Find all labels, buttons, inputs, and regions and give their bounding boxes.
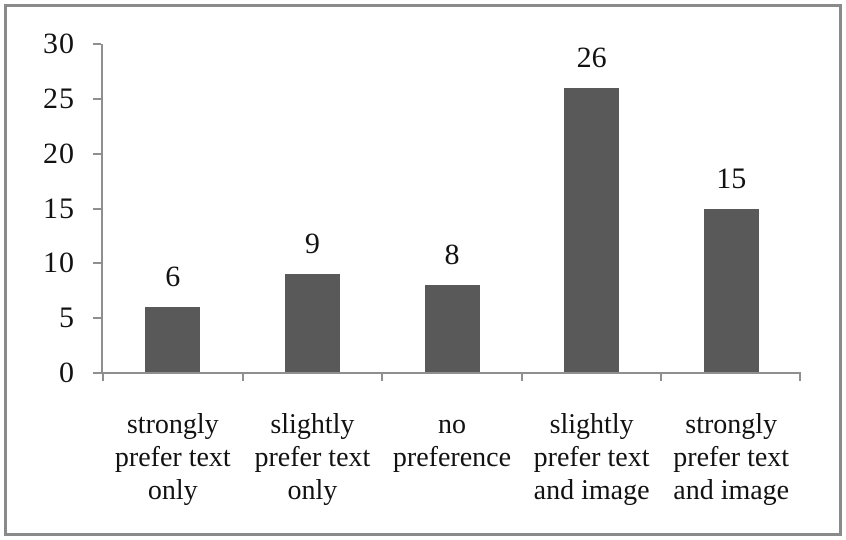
y-tick-mark (93, 97, 101, 100)
y-tick-mark (93, 152, 101, 155)
x-tick-mark (520, 373, 523, 381)
y-tick-mark (93, 43, 101, 45)
y-tick-label: 25 (43, 81, 75, 115)
bar-value-label: 26 (576, 40, 607, 74)
y-tick-mark (93, 317, 101, 320)
x-tick-mark (102, 373, 104, 381)
category-label: no preference (392, 409, 512, 473)
y-tick-mark (93, 262, 101, 265)
x-tick-mark (660, 373, 663, 381)
y-axis-line (101, 44, 103, 374)
y-tick-mark (93, 372, 101, 374)
x-tick-mark (799, 373, 801, 381)
bar-value-label: 8 (444, 238, 460, 272)
y-tick-label: 30 (43, 27, 75, 60)
y-tick-mark (93, 207, 101, 210)
bar-value-label: 9 (304, 227, 320, 261)
x-axis-line (101, 372, 801, 374)
bar (703, 208, 759, 372)
bar (145, 307, 201, 372)
bar (284, 274, 340, 372)
y-tick-label: 20 (43, 136, 75, 170)
category-label: strongly prefer text only (114, 409, 231, 506)
y-tick-label: 5 (59, 301, 75, 335)
category-label: slightly prefer text only (254, 409, 371, 506)
y-tick-label: 15 (43, 191, 75, 225)
bar-value-label: 6 (165, 260, 181, 294)
x-tick-mark (381, 373, 384, 381)
y-tick-label: 10 (43, 246, 75, 280)
y-tick-label: 0 (59, 356, 75, 389)
bar (564, 87, 620, 372)
bar (424, 285, 480, 372)
category-label: slightly prefer text and image (533, 409, 650, 506)
x-tick-mark (241, 373, 244, 381)
category-label: strongly prefer text and image (673, 409, 790, 506)
bar-value-label: 15 (716, 161, 747, 195)
